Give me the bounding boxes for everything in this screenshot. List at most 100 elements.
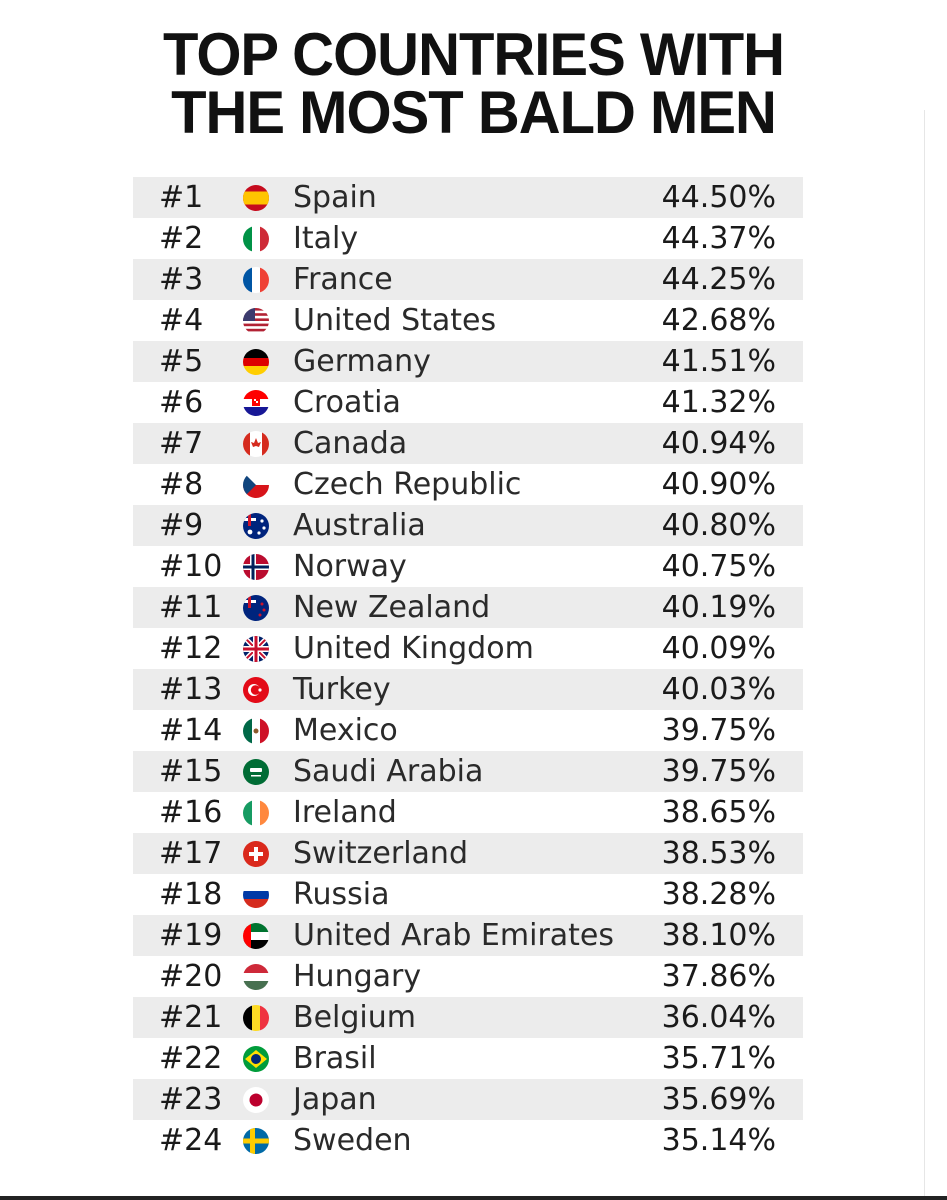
rank-label: #15 [159,754,223,789]
bald-percentage: 44.25% [661,262,776,297]
switzerland-flag-icon [243,841,269,867]
title-line-1: TOP COUNTRIES WITH [162,20,785,89]
rank-label: #16 [159,795,223,830]
table-row: #14 Mexico 39.75% [133,710,803,751]
country-name: Mexico [293,713,398,748]
country-name: Turkey [293,672,391,707]
australia-flag-icon [243,513,269,539]
norway-flag-icon [243,554,269,580]
country-name: Ireland [293,795,397,830]
bald-percentage: 35.71% [661,1041,776,1076]
table-row: #22 Brasil 35.71% [133,1038,803,1079]
country-name: Croatia [293,385,401,420]
rank-label: #23 [159,1082,223,1117]
france-flag-icon [243,267,269,293]
table-row: #21 Belgium 36.04% [133,997,803,1038]
germany-flag-icon [243,349,269,375]
table-row: #17 Switzerland 38.53% [133,833,803,874]
rank-label: #5 [159,344,204,379]
table-row: #5 Germany 41.51% [133,341,803,382]
rank-label: #11 [159,590,223,625]
bald-percentage: 40.90% [661,467,776,502]
bald-percentage: 41.51% [661,344,776,379]
rank-label: #1 [159,180,204,215]
bald-percentage: 40.09% [661,631,776,666]
bald-percentage: 35.14% [661,1123,776,1158]
table-row: #15 Saudi Arabia 39.75% [133,751,803,792]
table-row: #4 United States 42.68% [133,300,803,341]
page-edge-divider [924,110,925,1200]
canada-flag-icon [243,431,269,457]
table-row: #24 Sweden 35.14% [133,1120,803,1161]
uk-flag-icon [243,636,269,662]
uae-flag-icon [243,923,269,949]
table-row: #8 Czech Republic 40.90% [133,464,803,505]
table-row: #3 France 44.25% [133,259,803,300]
rank-label: #13 [159,672,223,707]
rank-label: #20 [159,959,223,994]
table-row: #9 Australia 40.80% [133,505,803,546]
country-name: Switzerland [293,836,468,871]
table-row: #7 Canada 40.94% [133,423,803,464]
spain-flag-icon [243,185,269,211]
rank-label: #17 [159,836,223,871]
country-name: United Kingdom [293,631,534,666]
bottom-border [0,1196,947,1200]
table-row: #12 United Kingdom 40.09% [133,628,803,669]
czech-flag-icon [243,472,269,498]
bald-percentage: 38.28% [661,877,776,912]
country-name: United Arab Emirates [293,918,615,953]
rank-label: #8 [159,467,204,502]
rank-label: #14 [159,713,223,748]
page-title: TOP COUNTRIES WITH THE MOST BALD MEN [0,20,947,147]
rank-label: #22 [159,1041,223,1076]
table-row: #23 Japan 35.69% [133,1079,803,1120]
new-zealand-flag-icon [243,595,269,621]
hungary-flag-icon [243,964,269,990]
table-row: #2 Italy 44.37% [133,218,803,259]
country-name: Russia [293,877,390,912]
country-name: Japan [293,1082,377,1117]
table-row: #20 Hungary 37.86% [133,956,803,997]
table-row: #11 New Zealand 40.19% [133,587,803,628]
belgium-flag-icon [243,1005,269,1031]
brazil-flag-icon [243,1046,269,1072]
bald-percentage: 40.94% [661,426,776,461]
bald-percentage: 40.03% [661,672,776,707]
rank-label: #4 [159,303,204,338]
rank-label: #24 [159,1123,223,1158]
country-name: Czech Republic [293,467,522,502]
bald-percentage: 44.37% [661,221,776,256]
table-row: #18 Russia 38.28% [133,874,803,915]
rank-label: #3 [159,262,204,297]
country-name: New Zealand [293,590,491,625]
bald-percentage: 44.50% [661,180,776,215]
country-name: Germany [293,344,431,379]
bald-percentage: 42.68% [661,303,776,338]
sweden-flag-icon [243,1128,269,1154]
bald-percentage: 38.53% [661,836,776,871]
country-name: Australia [293,508,426,543]
usa-flag-icon [243,308,269,334]
turkey-flag-icon [243,677,269,703]
bald-percentage: 40.19% [661,590,776,625]
bald-percentage: 40.75% [661,549,776,584]
table-row: #10 Norway 40.75% [133,546,803,587]
croatia-flag-icon [243,390,269,416]
country-name: Sweden [293,1123,412,1158]
bald-percentage: 38.10% [661,918,776,953]
ireland-flag-icon [243,800,269,826]
rank-label: #6 [159,385,204,420]
country-name: Brasil [293,1041,377,1076]
rank-label: #10 [159,549,223,584]
bald-percentage: 40.80% [661,508,776,543]
rank-label: #12 [159,631,223,666]
mexico-flag-icon [243,718,269,744]
ranking-table: #1 Spain 44.50% #2 Italy 44.37% #3 France 44.25%… [133,177,803,1161]
country-name: France [293,262,393,297]
title-line-2: THE MOST BALD MEN [171,78,777,147]
russia-flag-icon [243,882,269,908]
rank-label: #7 [159,426,204,461]
country-name: Belgium [293,1000,416,1035]
rank-label: #18 [159,877,223,912]
